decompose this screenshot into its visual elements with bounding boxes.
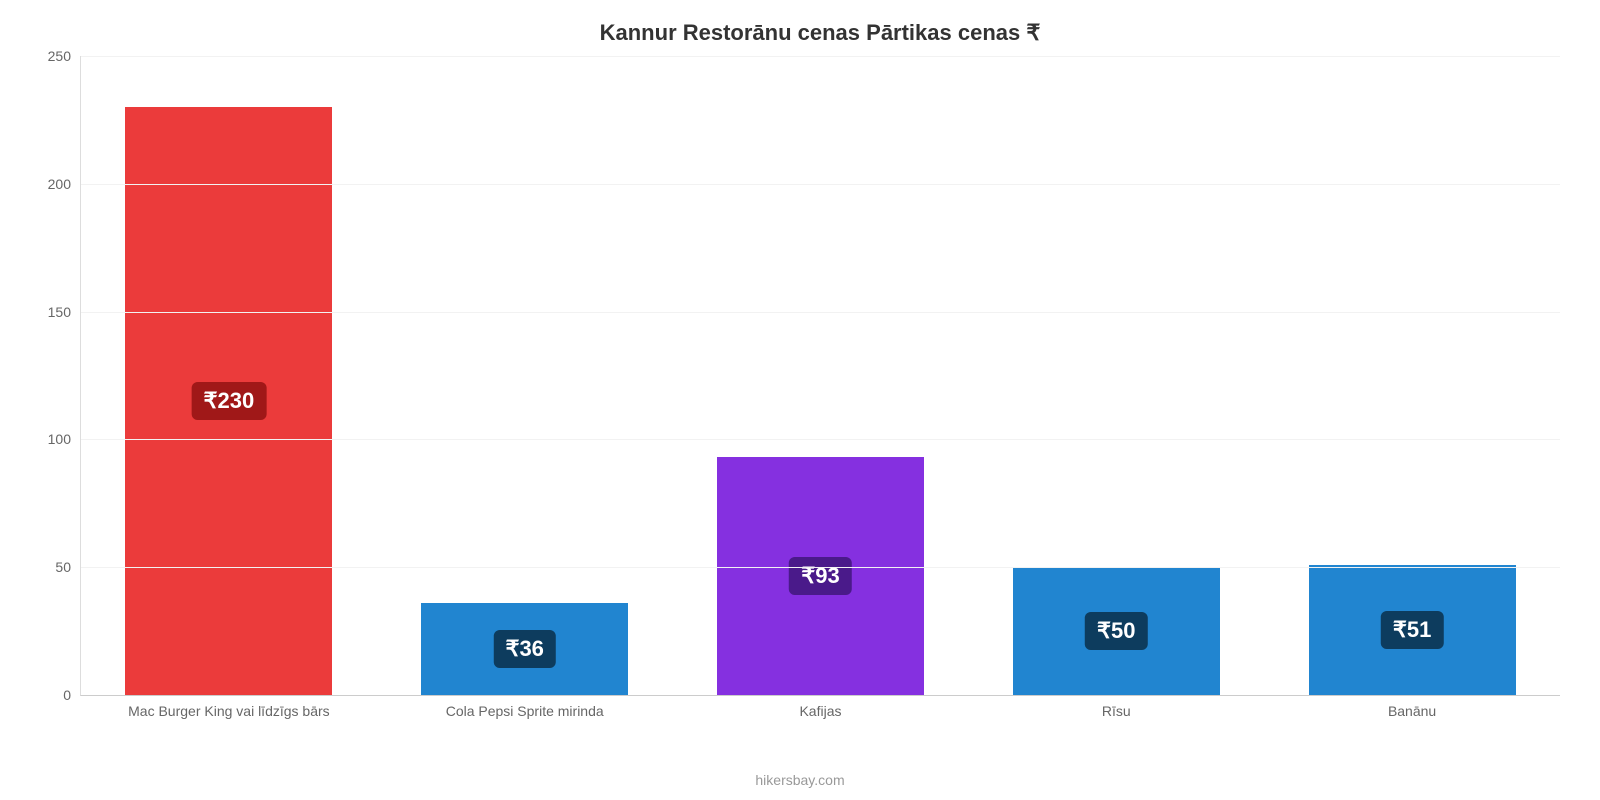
bars-container: ₹230 ₹36 ₹93 ₹50 ₹51 <box>81 56 1560 695</box>
y-tick-label: 250 <box>48 48 81 64</box>
value-badge: ₹93 <box>789 557 851 595</box>
x-axis-label: Mac Burger King vai līdzīgs bārs <box>81 695 377 720</box>
x-axis-label: Rīsu <box>968 695 1264 720</box>
y-tick-label: 150 <box>48 304 81 320</box>
x-axis-label: Kafijas <box>673 695 969 720</box>
value-badge: ₹51 <box>1381 611 1443 649</box>
bar-slot: ₹93 <box>673 56 969 695</box>
x-axis-label: Banānu <box>1264 695 1560 720</box>
gridline <box>81 567 1560 568</box>
bar-slot: ₹51 <box>1264 56 1560 695</box>
bar: ₹230 <box>125 107 332 695</box>
y-tick-label: 100 <box>48 431 81 447</box>
x-axis-label: Cola Pepsi Sprite mirinda <box>377 695 673 720</box>
y-tick-label: 0 <box>63 687 81 703</box>
bar: ₹50 <box>1013 567 1220 695</box>
gridline <box>81 184 1560 185</box>
plot-area: ₹230₹36₹93₹50₹51 Mac Burger King vai līd… <box>80 56 1560 696</box>
bar: ₹51 <box>1309 565 1516 695</box>
chart-title: Kannur Restorānu cenas Pārtikas cenas ₹ <box>80 20 1560 46</box>
bar-slot: ₹50 <box>968 56 1264 695</box>
y-tick-label: 200 <box>48 176 81 192</box>
value-badge: ₹50 <box>1085 612 1147 650</box>
gridline <box>81 312 1560 313</box>
gridline <box>81 56 1560 57</box>
x-axis: Mac Burger King vai līdzīgs bārsCola Pep… <box>81 695 1560 720</box>
price-bar-chart: Kannur Restorānu cenas Pārtikas cenas ₹ … <box>0 0 1600 800</box>
attribution-text: hikersbay.com <box>0 772 1600 788</box>
bar: ₹93 <box>717 457 924 695</box>
bar-slot: ₹230 <box>81 56 377 695</box>
value-badge: ₹230 <box>192 382 267 420</box>
y-tick-label: 50 <box>55 559 81 575</box>
bar: ₹36 <box>421 603 628 695</box>
bar-slot: ₹36 <box>377 56 673 695</box>
gridline <box>81 439 1560 440</box>
value-badge: ₹36 <box>493 630 555 668</box>
